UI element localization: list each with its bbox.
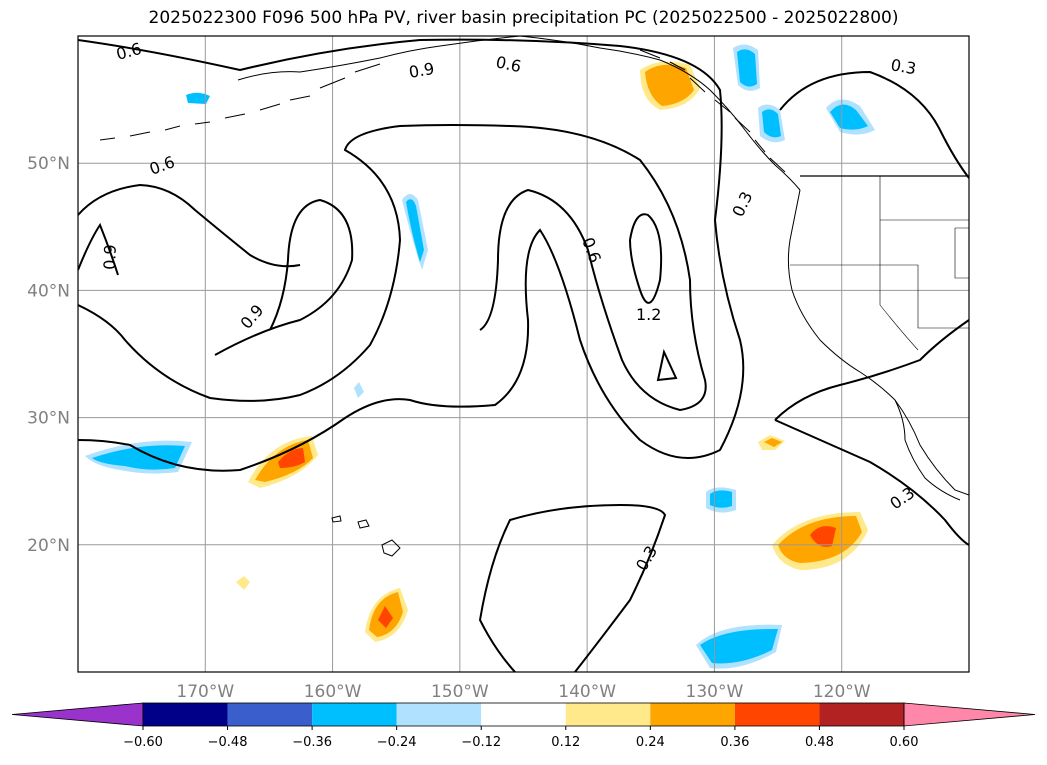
longitude-label: 140°W bbox=[558, 682, 616, 702]
colorbar: −0.60 −0.48 −0.36 −0.24 −0.12 0.12 0.24 0.36 0.4… bbox=[11, 702, 1036, 750]
coastline-alaska bbox=[237, 36, 521, 81]
colorbar-tick-label: −0.12 bbox=[461, 735, 501, 750]
coastline-baja bbox=[894, 399, 961, 501]
state-borders bbox=[790, 176, 969, 351]
colorbar-tick-label: −0.24 bbox=[377, 735, 417, 750]
precip-positive-patch bbox=[278, 448, 305, 468]
pv-contour-line bbox=[78, 222, 119, 276]
pv-contour-line bbox=[656, 348, 678, 382]
precip-positive-patch bbox=[378, 606, 393, 628]
coastline-west-us bbox=[787, 189, 969, 496]
precip-negative-patch bbox=[830, 104, 868, 130]
colorbar-tick-label: 0.24 bbox=[636, 735, 665, 750]
precip-negative-patch bbox=[186, 92, 210, 104]
pv-contour-line bbox=[214, 198, 354, 356]
pv-contour-line bbox=[628, 213, 663, 304]
precip-negative-patch bbox=[737, 49, 757, 87]
colorbar-tick-label: 0.60 bbox=[890, 735, 919, 750]
latitude-label: 40°N bbox=[27, 281, 70, 301]
precip-positive-patch bbox=[810, 526, 836, 547]
colorbar-segment bbox=[396, 703, 482, 726]
colorbar-segment bbox=[481, 703, 566, 726]
latitude-label: 30°N bbox=[27, 409, 70, 429]
contour-label: 0.6 bbox=[494, 52, 523, 76]
colorbar-tick-label: 0.12 bbox=[551, 735, 580, 750]
longitude-label: 150°W bbox=[431, 682, 489, 702]
hawaii-island bbox=[381, 539, 401, 557]
colorbar-segment bbox=[650, 703, 735, 726]
hawaii-island bbox=[357, 519, 370, 529]
precip-negative-patch bbox=[762, 109, 781, 138]
colorbar-tick-label: −0.48 bbox=[208, 735, 248, 750]
precip-negative-patch bbox=[700, 628, 778, 664]
coastlines bbox=[99, 36, 969, 557]
precip-positive-patch bbox=[764, 438, 782, 447]
latitude-labels: 50°N 40°N 30°N 20°N bbox=[27, 154, 70, 556]
pv-contour-line bbox=[78, 183, 301, 268]
colorbar-segment bbox=[819, 703, 904, 726]
longitude-label: 120°W bbox=[813, 682, 871, 702]
precip-negative-patch bbox=[406, 199, 424, 262]
pv-contour-line bbox=[78, 124, 707, 412]
colorbar-segment bbox=[565, 703, 651, 726]
longitude-label: 130°W bbox=[686, 682, 744, 702]
contour-label: 0.9 bbox=[100, 244, 120, 270]
longitude-labels: 170°W 160°W 150°W 140°W 130°W 120°W bbox=[176, 682, 870, 702]
colorbar-segment bbox=[734, 703, 820, 726]
coastline-gulf-alaska bbox=[519, 36, 801, 191]
pv-contours bbox=[78, 38, 969, 672]
pv-contour-line bbox=[78, 38, 745, 472]
precip-positive-patch bbox=[236, 576, 250, 590]
map-gridlines bbox=[78, 36, 969, 672]
precip-negative-patch bbox=[710, 490, 732, 508]
colorbar-tick-label: −0.60 bbox=[123, 735, 163, 750]
map-content: 0.6 0.6 0.3 0.9 0.6 0.9 0.9 0.6 1.2 0.3 … bbox=[78, 36, 969, 672]
coastline-aleutians bbox=[99, 63, 381, 141]
pv-contour-line bbox=[774, 419, 969, 546]
pv-contour-line bbox=[774, 319, 969, 421]
contour-label: 0.3 bbox=[889, 55, 917, 78]
colorbar-extend-high bbox=[903, 702, 1036, 727]
colorbar-frame bbox=[142, 702, 905, 727]
coastline-bc-islands bbox=[639, 49, 786, 173]
longitude-label: 160°W bbox=[304, 682, 362, 702]
colorbar-segment bbox=[143, 703, 228, 726]
colorbar-segment bbox=[227, 703, 313, 726]
precip-negative-patch bbox=[92, 445, 185, 470]
precip-negative-patch bbox=[354, 382, 364, 398]
longitude-label: 170°W bbox=[176, 682, 234, 702]
colorbar-tick-label: 0.36 bbox=[720, 735, 749, 750]
pv-contour-line bbox=[478, 503, 667, 672]
precip-positive-patch bbox=[645, 64, 694, 106]
latitude-label: 20°N bbox=[27, 536, 70, 556]
hawaii-island bbox=[331, 515, 342, 523]
pv-contour-line bbox=[779, 70, 969, 179]
colorbar-tick-label: −0.36 bbox=[292, 735, 332, 750]
precip-shading bbox=[85, 44, 875, 669]
colorbar-tick-label: 0.48 bbox=[805, 735, 834, 750]
contour-label: 1.2 bbox=[636, 305, 661, 324]
map-frame bbox=[77, 35, 970, 673]
contour-label: 0.9 bbox=[407, 59, 435, 82]
colorbar-segment bbox=[312, 703, 397, 726]
map-title: 2025022300 F096 500 hPa PV, river basin … bbox=[148, 8, 899, 28]
colorbar-extend-low bbox=[11, 702, 144, 727]
latitude-label: 50°N bbox=[27, 154, 70, 174]
